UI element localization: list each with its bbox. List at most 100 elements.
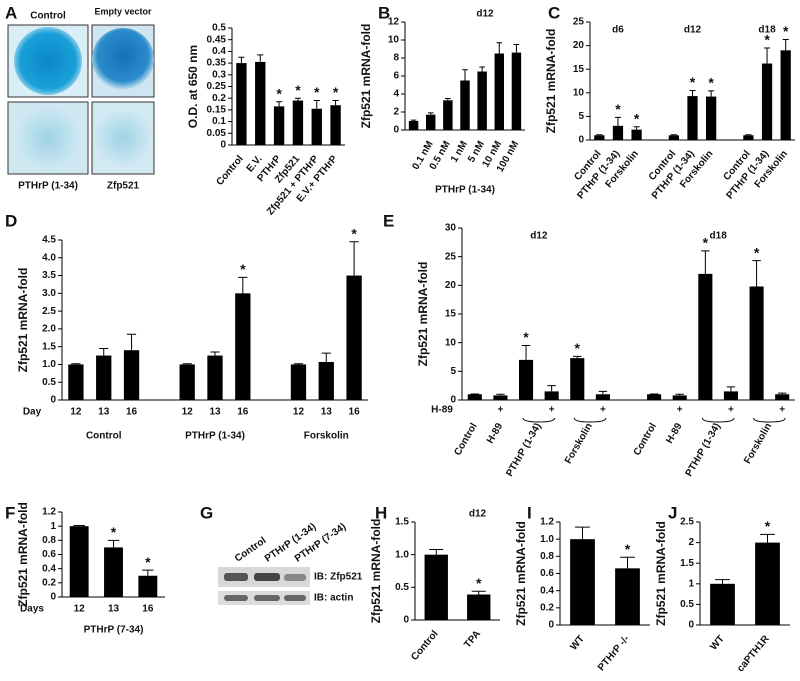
error-bar [238, 56, 245, 64]
y-axis-label: Zfp521 mRNA-fold [544, 29, 558, 134]
panel-letter: G [200, 503, 213, 522]
y-tick-label: 20 [573, 40, 585, 51]
y-tick-label: 2 [688, 537, 694, 548]
y-tick-label: 1.2 [42, 507, 56, 518]
bar [443, 100, 453, 130]
y-tick-label: 0.35 [207, 58, 227, 69]
error-bar [332, 100, 339, 106]
group-label: d18 [758, 25, 776, 36]
y-tick-label: 0.15 [207, 105, 227, 116]
x-tick-label: PTHrP (1-34) [684, 421, 723, 478]
brace [701, 417, 735, 423]
bar [104, 547, 123, 597]
y-tick-label: 20 [445, 280, 457, 291]
error-bar [726, 386, 736, 392]
x-tick-label: WT [568, 634, 586, 653]
error-bar [763, 47, 771, 64]
error-bar [349, 241, 359, 276]
significance: * [765, 518, 771, 534]
y-tick-label: 0.1 [212, 116, 226, 127]
x-tick-label: Control [214, 153, 245, 187]
bar [570, 358, 585, 400]
chart-title: d12 [476, 9, 494, 20]
y-tick-label: 1.2 [540, 517, 554, 528]
error-bar [760, 533, 775, 543]
y-tick-label: 1.5 [395, 517, 409, 528]
y-tick-label: 0 [50, 592, 56, 603]
bar [668, 135, 679, 140]
significance: * [703, 235, 709, 251]
group-label: PTHrP (1-34) [185, 431, 245, 442]
error-bar [496, 42, 503, 54]
band [284, 595, 306, 601]
error-bar [614, 116, 622, 126]
y-axis-label: Zfp521 mRNA-fold [369, 519, 383, 624]
bar [138, 575, 158, 597]
x-tick-label: 16 [142, 604, 154, 615]
panel-letter: H [375, 503, 387, 522]
image-label: Empty vector [94, 6, 152, 16]
y-tick-label: 0 [403, 615, 409, 626]
bar [595, 394, 610, 400]
group-label: d6 [612, 25, 624, 36]
bar [69, 526, 89, 597]
x-tick-label: 12 [293, 407, 305, 418]
error-bar [410, 119, 417, 121]
bar [123, 350, 140, 400]
x-row-label: Day [23, 407, 42, 418]
significance: * [276, 85, 282, 101]
significance: * [240, 261, 246, 277]
x-tick-label: 13 [321, 407, 333, 418]
y-tick-label: 3.5 [42, 270, 56, 281]
error-bar [521, 345, 531, 360]
x-tick-label: 13 [209, 407, 221, 418]
bar [594, 135, 605, 140]
error-bar [142, 569, 154, 576]
error-bar [275, 101, 283, 107]
image-label: PTHrP (1-34) [18, 181, 78, 192]
bar [723, 391, 739, 400]
y-tick-label: 1.5 [680, 558, 694, 569]
x-tick-label: Control [632, 421, 659, 457]
bar [235, 293, 251, 400]
significance: * [295, 82, 301, 98]
bar [672, 395, 687, 400]
error-bar [73, 524, 85, 527]
error-bar [777, 392, 787, 395]
error-bar [210, 351, 220, 356]
x-tick-label: PTHrP (1-34) [504, 421, 543, 478]
significance: * [523, 329, 529, 345]
error-bar [620, 556, 635, 569]
y-tick-label: 1 [688, 578, 694, 589]
band [284, 574, 306, 581]
y-tick-label: 5 [450, 366, 456, 377]
error-bar [257, 54, 264, 62]
y-tick-label: 4.5 [42, 235, 56, 246]
bar [749, 286, 764, 400]
stain [92, 28, 154, 90]
bar [426, 114, 436, 130]
y-tick-label: 0.4 [212, 46, 226, 57]
y-tick-label: 0.4 [42, 563, 56, 574]
panel-letter: I [527, 503, 532, 522]
y-tick-label: 0 [220, 140, 226, 151]
bar [706, 96, 717, 140]
y-tick-label: 0.2 [42, 577, 56, 588]
y-tick-label: 0 [50, 395, 56, 406]
bar [511, 52, 522, 130]
bar [493, 395, 508, 400]
error-bar [573, 355, 582, 359]
error-bar [782, 38, 789, 51]
significance: * [634, 110, 640, 126]
error-bar [293, 363, 304, 365]
y-tick-label: 2.5 [42, 306, 56, 317]
y-axis-label: Zfp521 mRNA-fold [16, 268, 30, 373]
y-axis-label: O.D. at 650 nm [186, 45, 200, 128]
y-tick-label: 0.2 [540, 602, 554, 613]
y-tick-label: 0.6 [540, 568, 554, 579]
significance: * [476, 575, 482, 591]
group-label: Forskolin [304, 431, 349, 442]
y-tick-label: 0.5 [680, 599, 694, 610]
y-tick-label: 0.3 [212, 69, 226, 80]
